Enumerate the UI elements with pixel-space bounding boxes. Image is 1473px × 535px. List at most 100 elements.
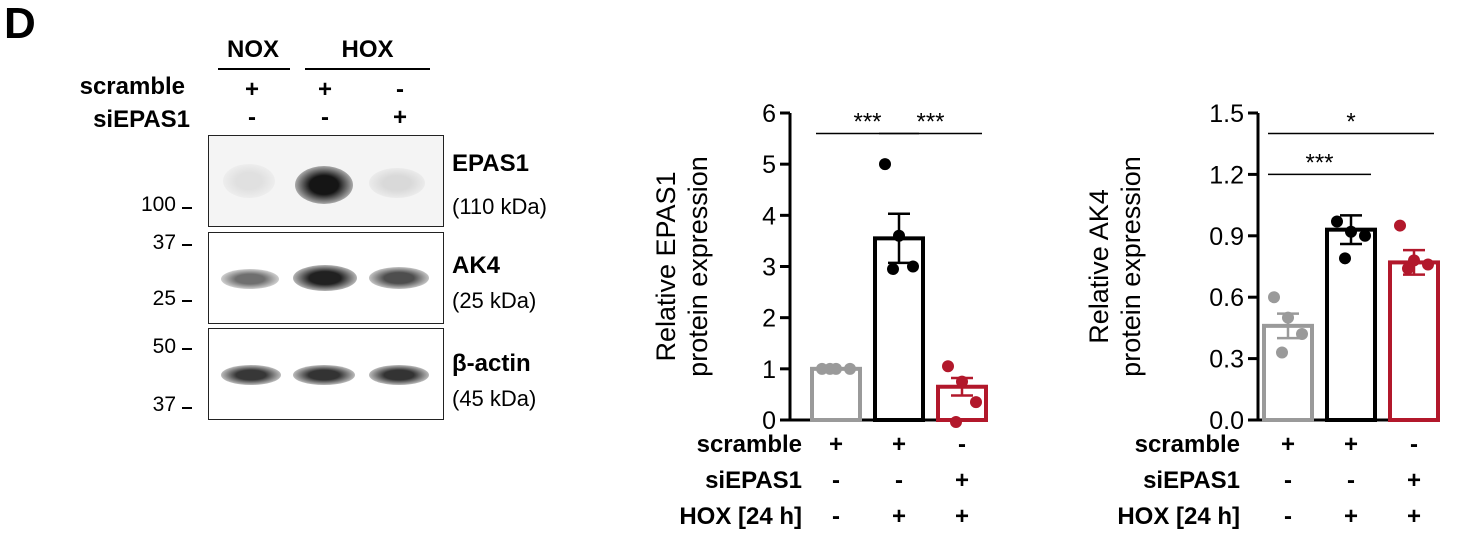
data-point	[907, 260, 919, 273]
y-tick-label: 3	[762, 254, 776, 282]
condition-sign: -	[1284, 503, 1292, 530]
blot-panel-beta-actin	[208, 328, 444, 420]
condition-sign: +	[1407, 503, 1421, 530]
blot-sign: -	[396, 76, 404, 103]
condition-sign: +	[1344, 503, 1358, 530]
data-point	[1296, 328, 1308, 341]
y-tick-label: 1.2	[1209, 161, 1244, 189]
data-point	[887, 263, 899, 276]
y-tick-label: 4	[762, 202, 776, 230]
data-point	[970, 396, 982, 409]
blot-band	[221, 365, 281, 385]
condition-row-label: scramble	[697, 431, 802, 458]
data-point	[1394, 219, 1406, 232]
data-point	[1282, 311, 1294, 324]
condition-sign: -	[1410, 431, 1418, 458]
y-axis-label: protein expression	[1116, 156, 1146, 377]
condition-sign: +	[1281, 431, 1295, 458]
blot-row-label-scramble: scramble	[79, 73, 185, 100]
mw-tick	[182, 207, 192, 209]
blot-panel-epas1	[208, 135, 444, 227]
blot-band	[369, 168, 425, 198]
blot-sign: -	[248, 104, 256, 131]
significance-label: ***	[853, 108, 881, 135]
group-line-hox	[305, 68, 430, 70]
blot-band	[369, 267, 429, 289]
y-tick-label: 5	[762, 151, 776, 179]
group-label-nox: NOX	[226, 36, 279, 63]
data-point	[1422, 258, 1434, 271]
y-axis-label: protein expression	[683, 156, 713, 377]
condition-sign: -	[895, 467, 903, 494]
data-point	[956, 375, 968, 388]
blot-sign: +	[392, 104, 407, 131]
condition-sign: +	[829, 431, 843, 458]
data-point	[1402, 262, 1414, 275]
condition-sign: -	[832, 467, 840, 494]
y-tick-label: 1	[762, 356, 776, 384]
mw-tick	[182, 407, 192, 409]
blot-sign: +	[317, 76, 332, 103]
blot-row-label-siepas1: siEPAS1	[93, 106, 190, 133]
y-tick-label: 0.0	[1209, 407, 1244, 435]
condition-sign: -	[832, 503, 840, 530]
condition-sign: -	[1347, 467, 1355, 494]
mw-marker: 37	[152, 393, 176, 416]
y-axis-label: Relative AK4	[1084, 189, 1114, 344]
protein-label-epas1: EPAS1	[452, 150, 529, 177]
condition-row-label: HOX [24 h]	[679, 503, 802, 530]
data-point	[879, 158, 891, 171]
mw-marker: 37	[152, 231, 176, 254]
protein-kda-beta-actin: (45 kDa)	[452, 386, 537, 411]
epas1-bar-chart: 0 1 2 3 4 5 6 Relative EPAS1 protein expression *…	[651, 100, 988, 530]
mw-tick	[182, 348, 192, 350]
protein-kda-epas1: (110 kDa)	[452, 194, 547, 219]
data-point	[824, 362, 836, 375]
data-point	[1339, 252, 1351, 265]
bar	[1262, 323, 1314, 422]
condition-sign: +	[955, 467, 969, 494]
bar	[1325, 227, 1377, 422]
y-tick-label: 0.6	[1209, 284, 1244, 312]
significance-label: ***	[916, 108, 944, 135]
y-tick-label: 0	[762, 407, 776, 435]
condition-row-label: scramble	[1135, 431, 1240, 458]
data-point	[893, 229, 905, 242]
panel-label: D	[4, 0, 36, 48]
blot-sign: -	[321, 104, 329, 131]
blot-band	[221, 269, 279, 289]
y-axis-label: Relative EPAS1	[651, 171, 681, 361]
mw-tick	[182, 300, 192, 302]
blot-band	[223, 164, 275, 198]
condition-sign: +	[892, 503, 906, 530]
group-label-hox: HOX	[341, 36, 394, 63]
data-point	[1359, 229, 1371, 242]
condition-sign: -	[958, 431, 966, 458]
group-line-nox	[218, 68, 290, 70]
data-point	[844, 362, 856, 375]
condition-row-label: siEPAS1	[1143, 467, 1240, 494]
mw-marker: 50	[152, 335, 176, 358]
condition-row-label: HOX [24 h]	[1117, 503, 1240, 530]
protein-label-beta-actin: β-actin	[452, 350, 531, 377]
y-tick-label: 0.9	[1209, 223, 1244, 251]
blot-sign: +	[244, 76, 259, 103]
mw-marker: 25	[152, 287, 176, 310]
significance-label: ***	[1305, 149, 1333, 176]
data-point	[1331, 215, 1343, 228]
y-tick-label: 2	[762, 305, 776, 333]
ak4-bar-chart: 0.0 0.3 0.6 0.9 1.2 1.5 Relative AK4 protein ex…	[1084, 100, 1440, 530]
data-point	[950, 416, 962, 428]
blot-band	[369, 365, 429, 385]
condition-sign: +	[1407, 467, 1421, 494]
bar	[1388, 260, 1440, 422]
bar	[810, 366, 862, 423]
condition-sign: -	[1284, 467, 1292, 494]
mw-tick	[182, 244, 192, 246]
y-tick-label: 0.3	[1209, 346, 1244, 374]
blot-band	[293, 265, 357, 291]
significance-label: *	[1346, 108, 1355, 135]
blot-band	[295, 166, 353, 204]
data-point	[1345, 225, 1357, 238]
condition-sign: +	[1344, 431, 1358, 458]
